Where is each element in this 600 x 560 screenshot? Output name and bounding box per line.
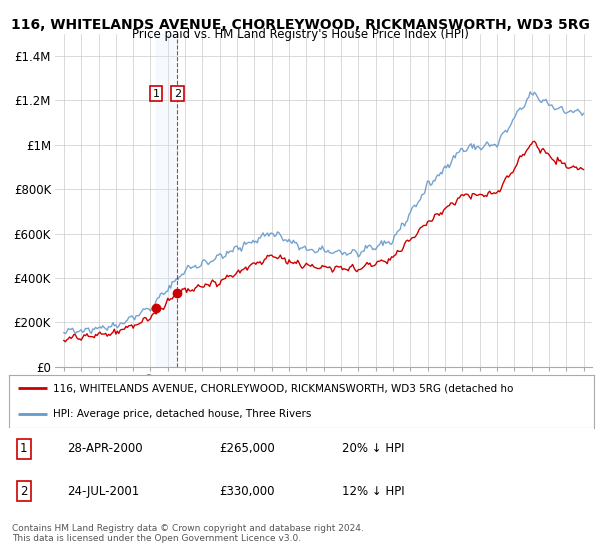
Text: Price paid vs. HM Land Registry's House Price Index (HPI): Price paid vs. HM Land Registry's House … (131, 28, 469, 41)
Text: £265,000: £265,000 (220, 442, 275, 455)
Text: 2: 2 (174, 88, 181, 99)
Text: 1: 1 (20, 442, 28, 455)
Text: 116, WHITELANDS AVENUE, CHORLEYWOOD, RICKMANSWORTH, WD3 5RG (detached ho: 116, WHITELANDS AVENUE, CHORLEYWOOD, RIC… (53, 384, 513, 394)
Text: 2: 2 (20, 485, 28, 498)
Text: 24-JUL-2001: 24-JUL-2001 (67, 485, 140, 498)
Text: 20% ↓ HPI: 20% ↓ HPI (343, 442, 405, 455)
Text: £330,000: £330,000 (220, 485, 275, 498)
Text: Contains HM Land Registry data © Crown copyright and database right 2024.
This d: Contains HM Land Registry data © Crown c… (12, 524, 364, 543)
Text: 28-APR-2000: 28-APR-2000 (67, 442, 143, 455)
Text: HPI: Average price, detached house, Three Rivers: HPI: Average price, detached house, Thre… (53, 408, 311, 418)
Text: 116, WHITELANDS AVENUE, CHORLEYWOOD, RICKMANSWORTH, WD3 5RG: 116, WHITELANDS AVENUE, CHORLEYWOOD, RIC… (11, 18, 589, 32)
Text: 12% ↓ HPI: 12% ↓ HPI (343, 485, 405, 498)
Bar (156, 34, 178, 367)
Text: 1: 1 (152, 88, 160, 99)
